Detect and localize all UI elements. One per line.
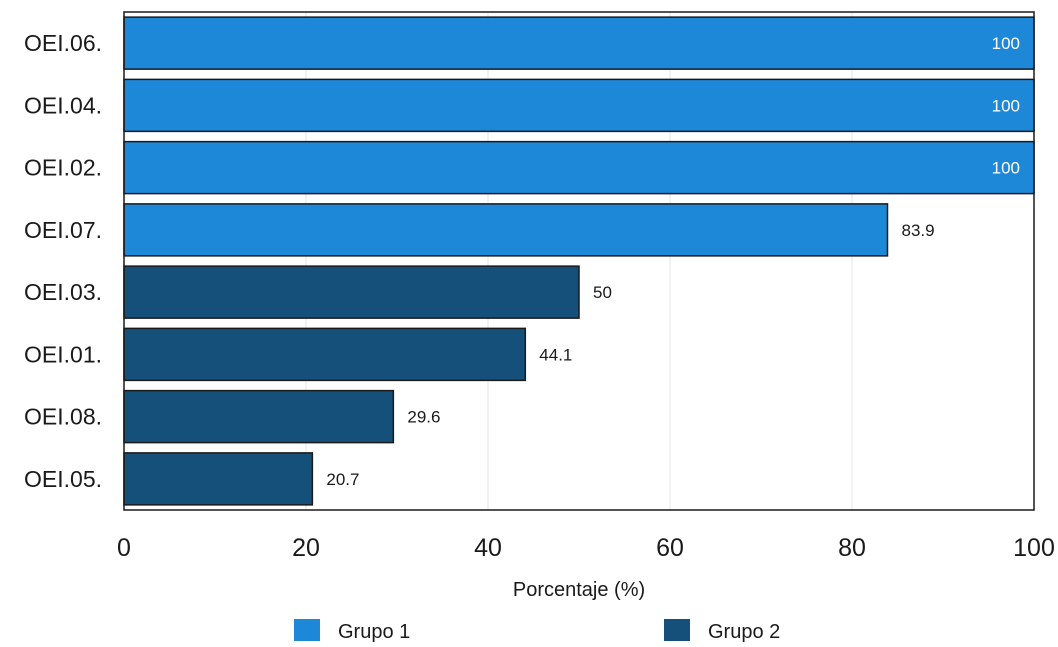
data-label: 29.6 xyxy=(407,408,440,427)
data-label: 100 xyxy=(992,96,1020,115)
legend-item: Grupo 1 xyxy=(294,619,410,643)
x-tick-labels: 0 20 40 60 80 100 xyxy=(117,534,1055,562)
data-label: 100 xyxy=(992,34,1020,53)
category-label: OEI.03. xyxy=(24,279,102,305)
data-label: 100 xyxy=(992,159,1020,178)
data-label: 44.1 xyxy=(539,345,572,364)
x-tick-label: 40 xyxy=(474,534,502,562)
x-tick-label: 80 xyxy=(838,534,866,562)
bar xyxy=(123,16,1035,70)
legend-label: Grupo 2 xyxy=(708,621,780,642)
data-label: 83.9 xyxy=(901,221,934,240)
bar xyxy=(123,78,1035,133)
bars: 100 100 100 83.9 50 44.1 29.6 20.7 xyxy=(123,16,1035,506)
bar xyxy=(123,389,395,444)
bar xyxy=(123,327,527,382)
category-label: OEI.02. xyxy=(24,155,102,181)
x-tick-label: 20 xyxy=(292,534,320,562)
legend: Grupo 1 Grupo 2 xyxy=(294,619,780,643)
category-label: OEI.01. xyxy=(24,341,102,367)
category-label: OEI.06. xyxy=(24,30,102,56)
x-tick-label: 100 xyxy=(1013,534,1055,562)
legend-item: Grupo 2 xyxy=(664,619,780,643)
plot-frame xyxy=(123,11,1035,511)
category-label: OEI.08. xyxy=(24,404,102,430)
category-label: OEI.07. xyxy=(24,217,102,243)
bar xyxy=(123,140,1035,195)
legend-swatch xyxy=(664,619,690,641)
category-label: OEI.05. xyxy=(24,466,102,492)
data-label: 50 xyxy=(593,283,612,302)
x-axis-label: Porcentaje (%) xyxy=(513,579,645,601)
category-labels: OEI.06. OEI.04. OEI.02. OEI.07. OEI.03. OEI.0… xyxy=(24,30,102,492)
bar xyxy=(123,452,314,506)
data-label: 20.7 xyxy=(326,470,359,489)
category-label: OEI.04. xyxy=(24,92,102,118)
legend-swatch xyxy=(294,619,320,641)
bar xyxy=(123,203,889,257)
legend-label: Grupo 1 xyxy=(338,621,410,642)
x-tick-label: 0 xyxy=(117,534,131,562)
x-tick-label: 60 xyxy=(656,534,684,562)
bar xyxy=(123,265,580,319)
